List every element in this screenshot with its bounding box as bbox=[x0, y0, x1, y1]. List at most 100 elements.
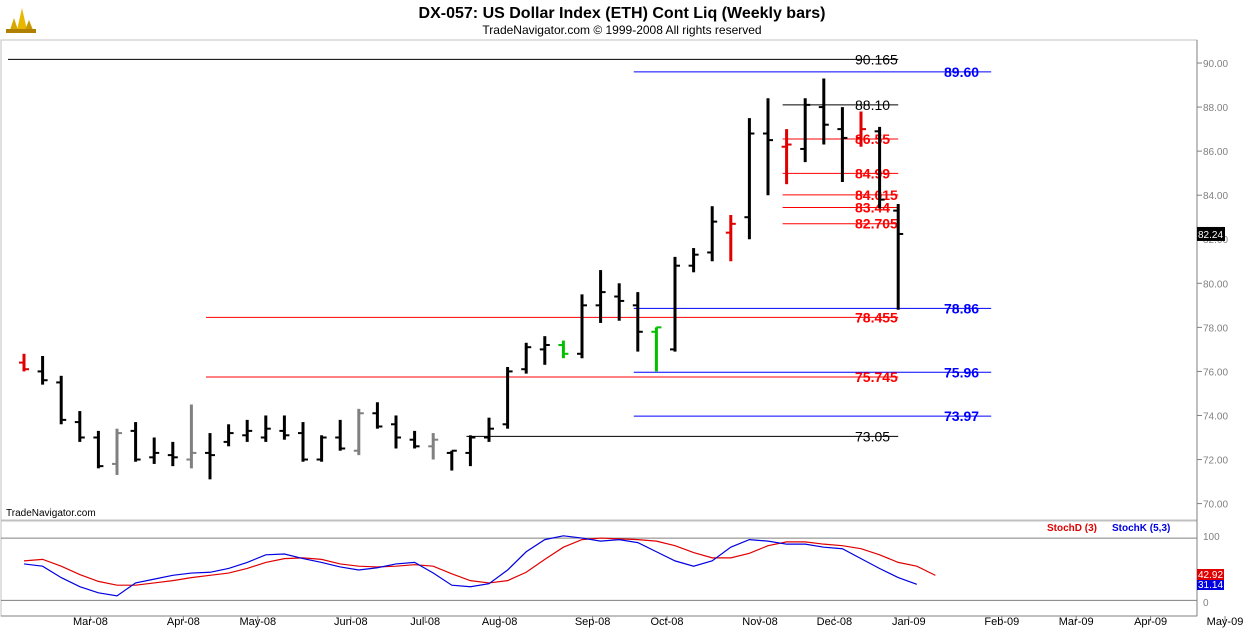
level-label: 84.015 bbox=[855, 187, 898, 203]
price-bar bbox=[874, 126, 885, 209]
level-label: 78.455 bbox=[855, 309, 898, 325]
price-bar bbox=[577, 294, 587, 359]
level-label: 73.05 bbox=[855, 428, 890, 444]
price-tick-label: 86.00 bbox=[1203, 147, 1228, 158]
level-lines: 90.165 89.60 88.10 86.55 84.99 84.01583.4482.… bbox=[8, 51, 992, 444]
time-tick-label: Nov-08 bbox=[742, 616, 777, 628]
time-tick-label: Apr-09 bbox=[1134, 616, 1167, 628]
level-label: 75.745 bbox=[855, 369, 898, 385]
time-tick-label: Jun-08 bbox=[334, 616, 368, 628]
level-label: 83.44 bbox=[855, 200, 890, 216]
level-label: 86.55 bbox=[855, 131, 890, 147]
level-label: 89.60 bbox=[944, 64, 979, 80]
stoch-d-last-box bbox=[1197, 569, 1224, 580]
price-tick-label: 80.00 bbox=[1203, 279, 1228, 290]
price-bar bbox=[632, 292, 643, 352]
level-label: 82.705 bbox=[855, 216, 898, 232]
stoch-panel-frame bbox=[0, 520, 1198, 617]
price-tick-label: 76.00 bbox=[1203, 367, 1228, 378]
chart-title: DX-057: US Dollar Index (ETH) Cont Liq (… bbox=[419, 5, 826, 22]
time-tick-label: Mar-08 bbox=[73, 616, 108, 628]
price-bar bbox=[19, 353, 29, 372]
price-bar bbox=[391, 415, 401, 449]
time-tick-label: Feb-09 bbox=[984, 616, 1019, 628]
price-bar bbox=[818, 78, 829, 145]
price-bar bbox=[465, 435, 476, 467]
time-tick-label: Sep-08 bbox=[575, 616, 610, 628]
price-bar bbox=[186, 404, 197, 469]
price-bar bbox=[130, 422, 141, 462]
time-tick-label: Aug-08 bbox=[482, 616, 517, 628]
price-bar bbox=[353, 408, 364, 456]
stoch-d-line bbox=[23, 537, 936, 586]
level-label: 75.96 bbox=[944, 364, 979, 380]
price-bar bbox=[651, 326, 662, 372]
stoch-k-last-box bbox=[1197, 580, 1224, 590]
level-label: 78.86 bbox=[944, 300, 979, 316]
stoch-k-line bbox=[23, 535, 918, 597]
price-panel-frame bbox=[0, 39, 1198, 521]
time-axis: Mar-08 Apr-08 May-08 Jun-08 Jul-08 Aug-08 Sep-… bbox=[73, 616, 1243, 628]
price-bar bbox=[298, 422, 308, 462]
price-bar bbox=[502, 367, 513, 429]
price-axis: 90.0088.0086.0084.0082.0080.0078.0076.00… bbox=[1197, 59, 1228, 511]
price-bar bbox=[149, 437, 160, 464]
price-bar bbox=[707, 206, 718, 262]
price-bar bbox=[37, 355, 48, 385]
price-bar bbox=[893, 204, 904, 310]
time-tick-label: May-09 bbox=[1207, 616, 1244, 628]
price-bar bbox=[372, 402, 383, 429]
price-bar bbox=[539, 336, 550, 365]
level-label: 88.10 bbox=[855, 97, 890, 113]
price-bar bbox=[446, 449, 457, 471]
price-bar bbox=[800, 98, 811, 163]
price-bar bbox=[74, 411, 85, 442]
price-bar bbox=[335, 419, 346, 451]
level-label: 84.99 bbox=[855, 165, 890, 181]
time-tick-label: Jul-08 bbox=[410, 616, 440, 628]
price-bar bbox=[781, 129, 792, 185]
price-bars bbox=[19, 78, 904, 480]
price-bar bbox=[725, 215, 736, 262]
price-bar bbox=[56, 375, 67, 425]
price-bar bbox=[856, 111, 866, 147]
time-tick-label: Dec-08 bbox=[817, 616, 852, 628]
last-price-label: 82.24 bbox=[1198, 230, 1223, 241]
price-bar bbox=[242, 419, 253, 442]
price-bar bbox=[837, 107, 848, 182]
price-bar bbox=[595, 270, 606, 323]
price-bar bbox=[316, 435, 327, 462]
price-bar bbox=[167, 441, 178, 467]
tradenavigator-logo-icon bbox=[6, 8, 36, 33]
price-tick-label: 88.00 bbox=[1203, 103, 1228, 114]
price-tick-label: 78.00 bbox=[1203, 323, 1228, 334]
price-bar bbox=[223, 424, 234, 447]
stoch-tick-label: 100 bbox=[1203, 532, 1220, 543]
level-label: 90.165 bbox=[855, 51, 898, 67]
price-tick-label: 74.00 bbox=[1203, 411, 1228, 422]
time-tick-label: Oct-08 bbox=[650, 616, 683, 628]
price-bar bbox=[688, 248, 699, 273]
price-bar bbox=[409, 430, 420, 449]
price-tick-label: 90.00 bbox=[1203, 59, 1228, 70]
price-tick-label: 70.00 bbox=[1203, 500, 1228, 511]
stoch-k-legend: StochK (5,3) bbox=[1112, 523, 1170, 534]
price-bar bbox=[763, 98, 773, 196]
stoch-tick-label: 0 bbox=[1203, 598, 1209, 609]
chart-subtitle: TradeNavigator.com © 1999-2008 All right… bbox=[482, 23, 761, 37]
price-bar bbox=[670, 256, 680, 352]
time-tick-label: May-08 bbox=[239, 616, 276, 628]
price-bar bbox=[205, 433, 215, 480]
price-bar bbox=[558, 340, 569, 359]
price-tick-label: 84.00 bbox=[1203, 191, 1228, 202]
watermark-text: TradeNavigator.com bbox=[6, 508, 96, 519]
price-tick-label: 72.00 bbox=[1203, 456, 1228, 467]
price-bar bbox=[260, 415, 271, 442]
time-tick-label: Mar-09 bbox=[1059, 616, 1094, 628]
price-bar bbox=[521, 342, 532, 374]
price-bar bbox=[744, 118, 755, 240]
stoch-k-last-label: 31.14 bbox=[1198, 580, 1223, 591]
price-bar bbox=[112, 428, 122, 475]
